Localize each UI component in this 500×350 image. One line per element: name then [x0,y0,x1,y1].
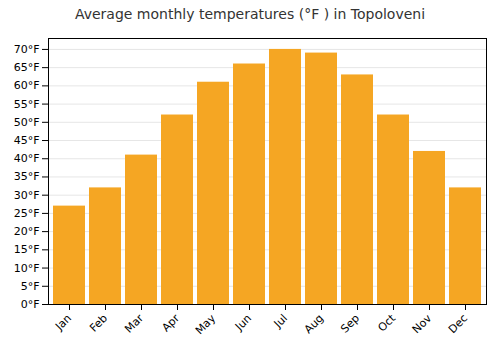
svg-text:45°F: 45°F [14,134,40,147]
svg-text:30°F: 30°F [14,189,40,202]
svg-text:10°F: 10°F [14,262,40,275]
svg-text:20°F: 20°F [14,225,40,238]
svg-text:15°F: 15°F [14,243,40,256]
svg-text:Dec: Dec [446,312,470,336]
svg-text:25°F: 25°F [14,207,40,220]
svg-text:0°F: 0°F [21,298,40,311]
svg-text:40°F: 40°F [14,152,40,165]
svg-text:Jul: Jul [271,312,290,331]
svg-text:60°F: 60°F [14,79,40,92]
svg-text:May: May [193,311,219,337]
svg-text:Aug: Aug [302,312,326,336]
html-text:Average monthly temperatures (: Average monthly temperatures (°F ) in To… [74,6,426,22]
svg-text:Feb: Feb [87,312,110,335]
svg-text:Apr: Apr [159,311,182,334]
svg-text:Jun: Jun [232,312,254,334]
svg-text:5°F: 5°F [21,280,40,293]
svg-text:55°F: 55°F [14,98,40,111]
svg-text:50°F: 50°F [14,116,40,129]
svg-text:Jan: Jan [52,312,74,334]
svg-text:65°F: 65°F [14,61,40,74]
svg-text:Oct: Oct [375,311,398,334]
svg-text:35°F: 35°F [14,170,40,183]
svg-text:Nov: Nov [410,311,435,336]
svg-text:Sep: Sep [338,312,362,336]
svg-text:70°F: 70°F [14,43,40,56]
svg-text:Mar: Mar [122,311,146,335]
